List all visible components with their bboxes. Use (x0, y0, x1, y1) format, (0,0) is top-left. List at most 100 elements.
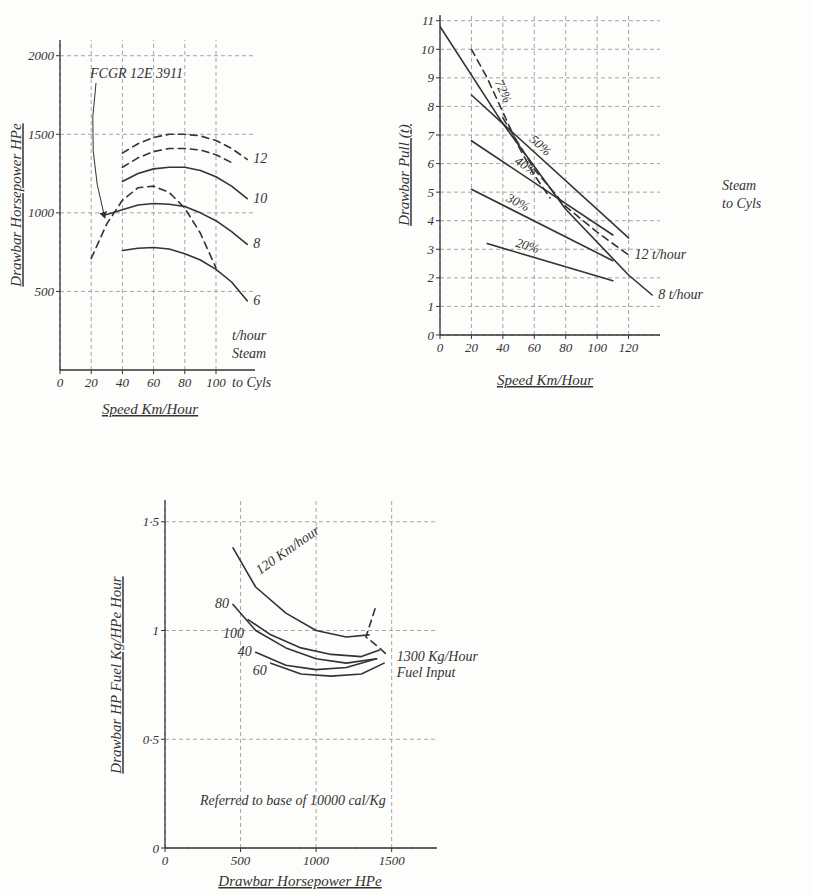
series-line (256, 652, 377, 669)
grid-line (440, 249, 660, 250)
annotation: Steam (722, 178, 756, 193)
y-tick-label: 7 (428, 128, 435, 143)
y-axis (164, 500, 165, 848)
x-tick-label: 0 (437, 340, 444, 355)
grid-line (391, 500, 392, 848)
x-tick-label: 100 (587, 340, 607, 355)
grid-line (440, 163, 660, 164)
series-label: 50% (527, 132, 555, 159)
grid-line (60, 291, 255, 292)
x-tick-label: 1500 (379, 853, 406, 868)
y-tick (161, 848, 165, 849)
y-tick-label: 2 (428, 270, 435, 285)
y-tick (436, 335, 440, 336)
x-tick (91, 370, 92, 374)
y-tick-label: 9 (428, 70, 435, 85)
y-tick-label: 500 (35, 284, 55, 299)
y-tick-label: 0·5 (143, 732, 160, 747)
series-label: 8 t/hour (658, 287, 703, 302)
leader-arrow (93, 83, 105, 218)
annotation: to Cyls (232, 375, 272, 390)
y-tick (436, 135, 440, 136)
x-axis-title: Speed Km/Hour (497, 372, 593, 388)
grid-line (471, 15, 472, 335)
series-label: 12 (253, 151, 267, 166)
y-tick-label: 1 (153, 623, 160, 638)
series-label: 60 (253, 663, 267, 678)
y-tick (436, 20, 440, 21)
y-tick (436, 106, 440, 107)
annotation: Referred to base of 10000 cal/Kg (199, 793, 386, 808)
x-axis (165, 847, 437, 848)
grid-line (502, 15, 503, 335)
x-tick (628, 335, 629, 339)
series-line (471, 95, 628, 238)
grid-line (440, 49, 660, 50)
x-tick-label: 100 (206, 375, 226, 390)
grid-line (440, 220, 660, 221)
x-tick-label: 40 (116, 375, 130, 390)
y-tick-label: 2000 (28, 48, 55, 63)
y-tick-label: 6 (428, 156, 435, 171)
series-group (91, 134, 247, 301)
grid-line (165, 500, 166, 848)
grid-line (165, 848, 437, 849)
series-line (366, 609, 389, 657)
grid-line (91, 40, 92, 370)
x-tick (471, 335, 472, 339)
grid-line (165, 630, 437, 631)
x-tick (216, 370, 217, 374)
series-label: 12 t/hour (635, 247, 687, 262)
x-axis-title: Speed Km/Hour (102, 401, 198, 417)
annotation: to Cyls (722, 196, 762, 211)
grid-line (628, 15, 629, 335)
label-group: 1210FCGR 12E 391186 (89, 66, 267, 308)
y-axis-title: Drawbar HP Fuel Kg/HPe Hour (108, 576, 124, 774)
y-tick-label: 5 (428, 185, 435, 200)
series-label: 30% (503, 190, 532, 215)
x-tick-label: 60 (147, 375, 161, 390)
x-tick-label: 0 (57, 375, 64, 390)
series-label: 6 (253, 293, 260, 308)
x-tick (240, 848, 241, 852)
y-tick (436, 220, 440, 221)
series-line (440, 26, 652, 295)
grid-line (440, 306, 660, 307)
series-line (233, 604, 377, 663)
x-tick-label: 20 (85, 375, 99, 390)
panel: 02040608010012001234567891011Speed Km/Ho… (396, 13, 762, 388)
grid-line (216, 40, 217, 370)
series-line (271, 663, 384, 676)
x-tick (534, 335, 535, 339)
grid-line (60, 212, 255, 213)
series-label: FCGR 12E 3911 (89, 66, 183, 81)
y-tick-label: 10 (421, 42, 435, 57)
x-tick-label: 500 (231, 853, 251, 868)
x-tick (184, 370, 185, 374)
series-label: 72% (492, 77, 516, 105)
x-tick (153, 370, 154, 374)
series-label: 10 (253, 191, 267, 206)
x-tick-label: 20 (465, 340, 479, 355)
series-line (122, 247, 247, 300)
figure: 020406080100500100015002000Speed Km/Hour… (0, 0, 813, 895)
label-group: 120 Km/hour1008040601300 Kg/HourFuel Inp… (215, 522, 478, 679)
series-label: 120 Km/hour (253, 522, 323, 577)
series-line (107, 203, 247, 244)
y-axis-title: Drawbar Pull (t) (396, 124, 413, 227)
series-label: 40% (512, 153, 540, 179)
y-tick (436, 277, 440, 278)
x-tick-label: 40 (496, 340, 510, 355)
series-label: 100 (223, 626, 244, 641)
grid-line (440, 106, 660, 107)
grid-line (60, 40, 61, 370)
y-axis-title: Drawbar Horsepower HPe (8, 123, 24, 288)
x-tick (440, 335, 441, 339)
grid-line (122, 40, 123, 370)
y-tick (436, 77, 440, 78)
y-tick-label: 0 (428, 328, 435, 343)
y-tick (436, 163, 440, 164)
y-tick-label: 1·5 (143, 514, 160, 529)
y-tick (436, 192, 440, 193)
x-axis (440, 334, 660, 335)
